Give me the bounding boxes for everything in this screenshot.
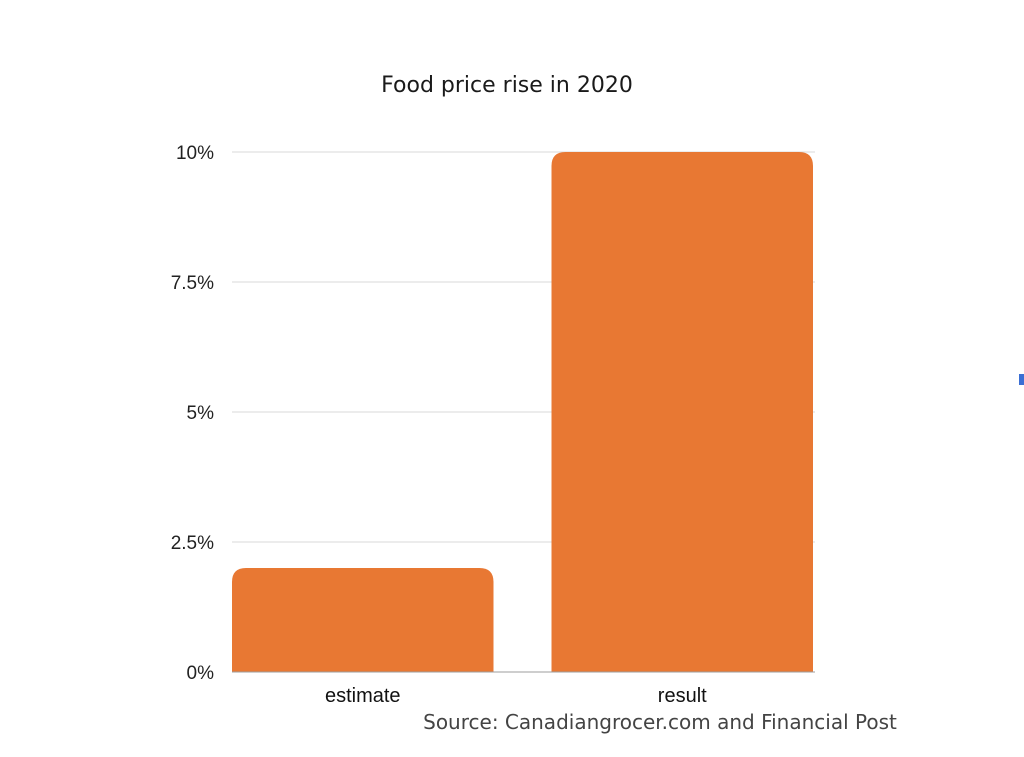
bars xyxy=(232,152,813,672)
source-note: Source: Canadiangrocer.com and Financial… xyxy=(423,710,897,734)
y-tick-label: 2.5% xyxy=(171,533,214,554)
x-axis-categories: estimate result xyxy=(325,685,707,707)
y-tick-label: 10% xyxy=(176,143,214,164)
y-tick-label: 7.5% xyxy=(171,273,214,294)
y-axis-ticks: 0% 2.5% 5% 7.5% 10% xyxy=(171,143,214,684)
x-category-label: estimate xyxy=(325,685,401,707)
edge-marker xyxy=(1019,374,1024,385)
chart-title: Food price rise in 2020 xyxy=(381,73,633,98)
y-tick-label: 0% xyxy=(187,663,215,684)
bar-result xyxy=(551,152,813,672)
bar-estimate xyxy=(232,568,494,672)
x-category-label: result xyxy=(658,685,707,707)
y-tick-label: 5% xyxy=(187,403,215,424)
